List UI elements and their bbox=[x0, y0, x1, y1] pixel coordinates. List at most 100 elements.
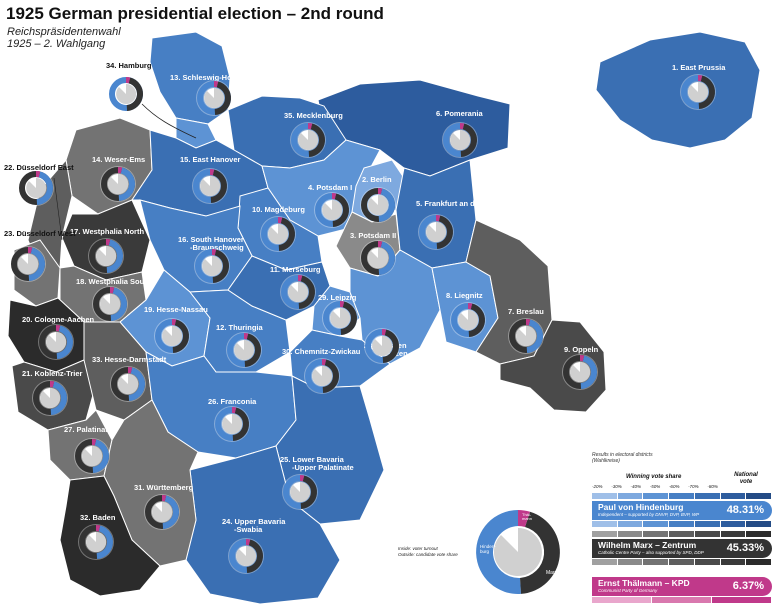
candidate-thaelmann: Ernst Thälmann – KPD Communist Party of … bbox=[592, 577, 772, 596]
district-label-16: 16. South Hanover -Braunschweig bbox=[178, 235, 244, 252]
district-donut-7 bbox=[508, 318, 544, 354]
blue-scale-swatch-4 bbox=[669, 493, 694, 499]
legend-donut-label-thaelmann-2: mann bbox=[522, 516, 532, 521]
blue-stripe-swatch-7 bbox=[746, 521, 772, 527]
candidate-thaelmann-party: Communist Party of Germany bbox=[598, 588, 658, 593]
scale-ticks: -20% -30% -40% -50% -60% -70% -80% bbox=[592, 484, 718, 489]
results-note-1: Results in electoral districts bbox=[592, 452, 653, 458]
candidate-thaelmann-name: Ernst Thälmann – KPD bbox=[598, 578, 690, 588]
scale-tick-5: -60% bbox=[668, 484, 680, 489]
district-donut-21 bbox=[32, 380, 68, 416]
district-label-20: 20. Cologne-Aachen bbox=[22, 315, 95, 324]
legend-donut-marx-slice bbox=[520, 511, 560, 594]
candidate-hindenburg-party: Independent – supported by DNVP, DVP, BV… bbox=[598, 512, 700, 517]
district-donut-26 bbox=[214, 406, 250, 442]
candidate-hindenburg: Paul von Hindenburg Independent – suppor… bbox=[592, 501, 772, 520]
district-donut-16 bbox=[194, 248, 230, 284]
district-donut-12 bbox=[226, 332, 262, 368]
national-vote-label-1: National bbox=[734, 472, 758, 478]
district-donut-15 bbox=[192, 168, 228, 204]
grey-stripe-swatch-6 bbox=[720, 559, 746, 565]
district-label-8: 8. Liegnitz bbox=[446, 291, 483, 300]
scale-tick-3: -40% bbox=[630, 484, 641, 489]
blue-scale-swatch-5 bbox=[694, 493, 720, 499]
district-donut-10 bbox=[260, 216, 296, 252]
district-donut-25 bbox=[282, 474, 318, 510]
district-donut-17 bbox=[88, 238, 124, 274]
district-donut-3 bbox=[360, 240, 396, 276]
district-donut-31 bbox=[144, 494, 180, 530]
district-donut-5 bbox=[418, 214, 454, 250]
grey-scale-swatch-7 bbox=[746, 531, 772, 537]
hamburg-leader-line bbox=[141, 103, 197, 139]
district-donut-13 bbox=[196, 80, 232, 116]
district-donut-24 bbox=[228, 538, 264, 574]
district-donut-18 bbox=[92, 286, 128, 322]
district-label-7: 7. Breslau bbox=[508, 307, 544, 316]
candidate-marx: Wilhelm Marx – Zentrum Catholic Centre P… bbox=[592, 539, 772, 558]
blue-stripe-swatch-6 bbox=[720, 521, 746, 527]
grey-scale-swatch-4 bbox=[669, 531, 694, 537]
district-donut-29 bbox=[322, 300, 358, 336]
legend-donut-thaelmann-slice bbox=[518, 510, 530, 527]
grey-scale-swatch-3 bbox=[643, 531, 669, 537]
district-label-17: 17. Westphalia North bbox=[70, 227, 144, 236]
district-donut-11 bbox=[280, 274, 316, 310]
district-donut-30 bbox=[304, 358, 340, 394]
grey-stripe-swatch-1 bbox=[592, 559, 617, 565]
district-label-22: 22. Düsseldorf East bbox=[4, 163, 74, 172]
district-donuts bbox=[10, 74, 716, 574]
district-donut-1 bbox=[680, 74, 716, 110]
grey-stripe-swatch-5 bbox=[694, 559, 720, 565]
legend-donut-turnout bbox=[493, 528, 542, 576]
district-donut-2 bbox=[360, 187, 396, 223]
grey-stripe-swatch-3 bbox=[643, 559, 669, 565]
national-vote-label-2: vote bbox=[739, 479, 753, 485]
blue-scale-swatch-2 bbox=[617, 493, 643, 499]
thaelmann-stripe bbox=[592, 597, 772, 603]
donut-note-2: Outside: candidate vote share bbox=[398, 552, 458, 557]
district-donut-19 bbox=[154, 318, 190, 354]
grey-scale-swatch-1 bbox=[592, 531, 617, 537]
scale-tick-6: -70% bbox=[688, 484, 699, 489]
district-donut-23 bbox=[10, 246, 46, 282]
district-label-6: 6. Pomerania bbox=[436, 109, 484, 118]
blue-stripe-swatch-3 bbox=[643, 521, 669, 527]
district-label-21: 21. Koblenz-Trier bbox=[22, 369, 83, 378]
district-donut-14 bbox=[100, 166, 136, 202]
district-donut-27 bbox=[74, 438, 110, 474]
duesseldorf-leader-line bbox=[53, 177, 63, 241]
district-donut-34 bbox=[108, 76, 144, 112]
district-label-33: 33. Hesse-Darmstadt bbox=[92, 355, 167, 364]
district-label-29: 29. Leipzig bbox=[318, 293, 357, 302]
legend: Results in electoral districts (Wahlkrei… bbox=[592, 452, 776, 602]
district-donut-22 bbox=[18, 170, 54, 206]
district-donut-20 bbox=[38, 324, 74, 360]
region-oppeln bbox=[499, 319, 607, 413]
page-title: 1925 German presidential election – 2nd … bbox=[6, 4, 384, 23]
district-label-3: 3. Potsdam II bbox=[350, 231, 396, 240]
district-label-34: 34. Hamburg bbox=[106, 61, 152, 70]
legend-donut-hindenburg-slice bbox=[476, 510, 521, 594]
district-donut-35 bbox=[290, 122, 326, 158]
grey-stripe-swatch-7 bbox=[746, 559, 772, 565]
district-label-10: 10. Magdeburg bbox=[252, 205, 305, 214]
grey-scale-bar bbox=[592, 531, 772, 537]
district-label-32: 32. Baden bbox=[80, 513, 116, 522]
candidate-marx-name: Wilhelm Marx – Zentrum bbox=[598, 540, 697, 550]
grey-scale-swatch-5 bbox=[694, 531, 720, 537]
legend-donut: Hinden- burg Thäl- mann Marx bbox=[474, 508, 562, 596]
district-donut-4 bbox=[314, 192, 350, 228]
district-label-1: 1. East Prussia bbox=[672, 63, 726, 72]
grey-stripe-swatch-2 bbox=[617, 559, 643, 565]
district-label-14: 14. Weser-Ems bbox=[92, 155, 145, 164]
legend-donut-label-thaelmann-1: Thäl- bbox=[522, 512, 532, 517]
candidate-marx-percent: 45.33% bbox=[726, 542, 764, 554]
scale-tick-7: -80% bbox=[707, 484, 718, 489]
blue-stripe-swatch-2 bbox=[617, 521, 643, 527]
blue-stripe-swatch-1 bbox=[592, 521, 617, 527]
district-label-18: 18. Westphalia South bbox=[76, 277, 152, 286]
blue-stripe-swatch-5 bbox=[694, 521, 720, 527]
district-donut-9 bbox=[562, 354, 598, 390]
hindenburg-stripe bbox=[592, 521, 772, 527]
